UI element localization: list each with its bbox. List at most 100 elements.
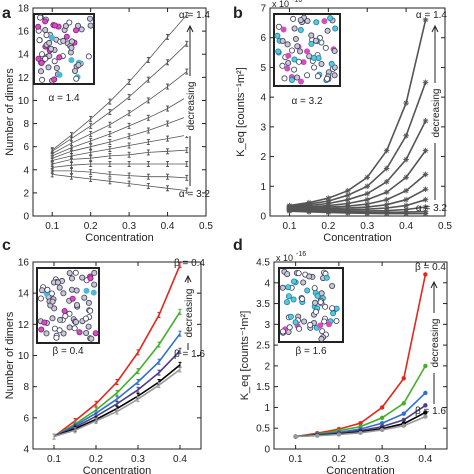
inset-particle — [275, 48, 282, 55]
data-point-asterisk — [403, 132, 409, 139]
inset-particle — [81, 294, 88, 301]
data-point-asterisk — [422, 17, 429, 23]
inset-particle — [85, 299, 92, 306]
inset-particle — [324, 27, 331, 34]
series-line — [289, 19, 427, 207]
y-tick-label: 4 — [23, 445, 29, 456]
inset-particle — [279, 328, 286, 335]
inset-particle — [48, 45, 55, 52]
asterisk-stroke — [287, 208, 292, 214]
x-axis-label: Concentration — [83, 465, 152, 474]
y-tick-label: 0 — [264, 445, 270, 456]
asterisk-stroke — [384, 197, 389, 202]
annotation-bottom-label: α = 3.2 — [416, 203, 448, 214]
arrow-head-icon — [186, 24, 194, 33]
asterisk-stroke — [403, 175, 409, 180]
y-tick-label: 0.5 — [256, 424, 270, 435]
trend-annotation: α = 1.4 α = 3.2 decreasing — [179, 10, 211, 200]
panel-letter: a — [2, 5, 11, 22]
inset-particle — [291, 66, 298, 73]
y-tick-label: 14 — [18, 50, 30, 61]
inset-particle — [69, 275, 76, 282]
inset-particle — [284, 65, 291, 72]
inset-particle — [49, 34, 56, 41]
inset-particle — [75, 62, 82, 69]
inset-particle — [35, 23, 42, 30]
asterisk-stroke — [423, 118, 428, 124]
inset-particle — [291, 56, 298, 63]
y-tick-label: 10 — [18, 351, 30, 362]
inset-particle — [303, 48, 310, 55]
series-line — [52, 116, 187, 159]
inset-particle — [72, 68, 79, 75]
inset-particle — [63, 33, 70, 40]
inset-particle — [312, 308, 319, 315]
y-axis-label: K_eq [counts⁻¹m²] — [235, 67, 247, 157]
inset-particle — [322, 303, 329, 310]
y-axis-label: Number of dimers — [4, 311, 16, 399]
data-point-asterisk — [403, 174, 409, 181]
inset-particle — [330, 310, 337, 317]
data-point-dot — [401, 376, 406, 381]
inset-particle — [36, 37, 43, 44]
y-tick-label: 16 — [18, 27, 30, 38]
inset-particle — [37, 295, 44, 302]
data-point-asterisk — [364, 183, 371, 190]
y-tick-label: 0 — [23, 212, 29, 223]
inset-particle — [318, 61, 325, 68]
inset-particle — [87, 275, 94, 282]
data-point-dot — [401, 417, 406, 423]
series-line — [51, 14, 188, 151]
inset-particle — [37, 14, 44, 21]
inset-particle — [297, 17, 304, 24]
series-4 — [50, 113, 189, 162]
x-tick-label: 0.3 — [375, 454, 389, 465]
x-tick-label: 0.1 — [47, 454, 61, 465]
asterisk-stroke — [423, 17, 428, 23]
annotation-top-label: β = 0.4 — [415, 262, 446, 273]
inset-particle — [312, 299, 319, 306]
data-point-dot — [379, 427, 385, 433]
inset-particle — [73, 75, 80, 82]
inset-particle — [78, 26, 85, 33]
data-point-asterisk — [422, 171, 429, 178]
asterisk-stroke — [384, 166, 389, 171]
inset-particle — [310, 54, 317, 61]
inset-particle — [275, 23, 282, 30]
inset-particle — [323, 274, 330, 281]
series-line — [52, 163, 187, 168]
data-point-dot — [379, 405, 385, 410]
inset-particle — [66, 270, 73, 277]
inset-particle — [42, 55, 49, 62]
asterisk-stroke — [403, 203, 409, 208]
asterisk-stroke — [384, 148, 389, 153]
data-point-dot — [379, 421, 385, 426]
inset-particle — [51, 305, 58, 312]
inset-particle — [284, 41, 291, 48]
series-9 — [286, 208, 429, 217]
data-point-dot — [358, 421, 363, 426]
y-tick-label: 4 — [264, 278, 270, 289]
y-tick-label: 7 — [260, 4, 266, 15]
asterisk-stroke — [423, 204, 428, 210]
y-tick-label: 8 — [23, 119, 29, 130]
data-point-asterisk — [364, 190, 371, 197]
inset-particle — [300, 279, 307, 286]
exponent-base: x 10 — [276, 253, 293, 263]
y-tick-label: 8 — [23, 382, 29, 393]
exponent-base: x 10 — [272, 0, 289, 9]
inset-particle — [314, 292, 321, 299]
inset-particle — [279, 284, 286, 291]
series-line — [289, 188, 426, 210]
asterisk-stroke — [306, 209, 312, 215]
inset-particle — [73, 287, 80, 294]
trend-annotation: β = 0.4 β = 1.6 decreasing — [174, 258, 205, 360]
inset-particle — [285, 284, 292, 291]
inset-particle — [62, 22, 69, 29]
asterisk-stroke — [423, 186, 428, 192]
inset-particle — [322, 44, 329, 51]
y-tick-label: 12 — [18, 320, 30, 331]
series-line — [52, 170, 187, 179]
x-axis-label: Concentration — [323, 232, 392, 244]
inset-particle — [319, 328, 326, 335]
